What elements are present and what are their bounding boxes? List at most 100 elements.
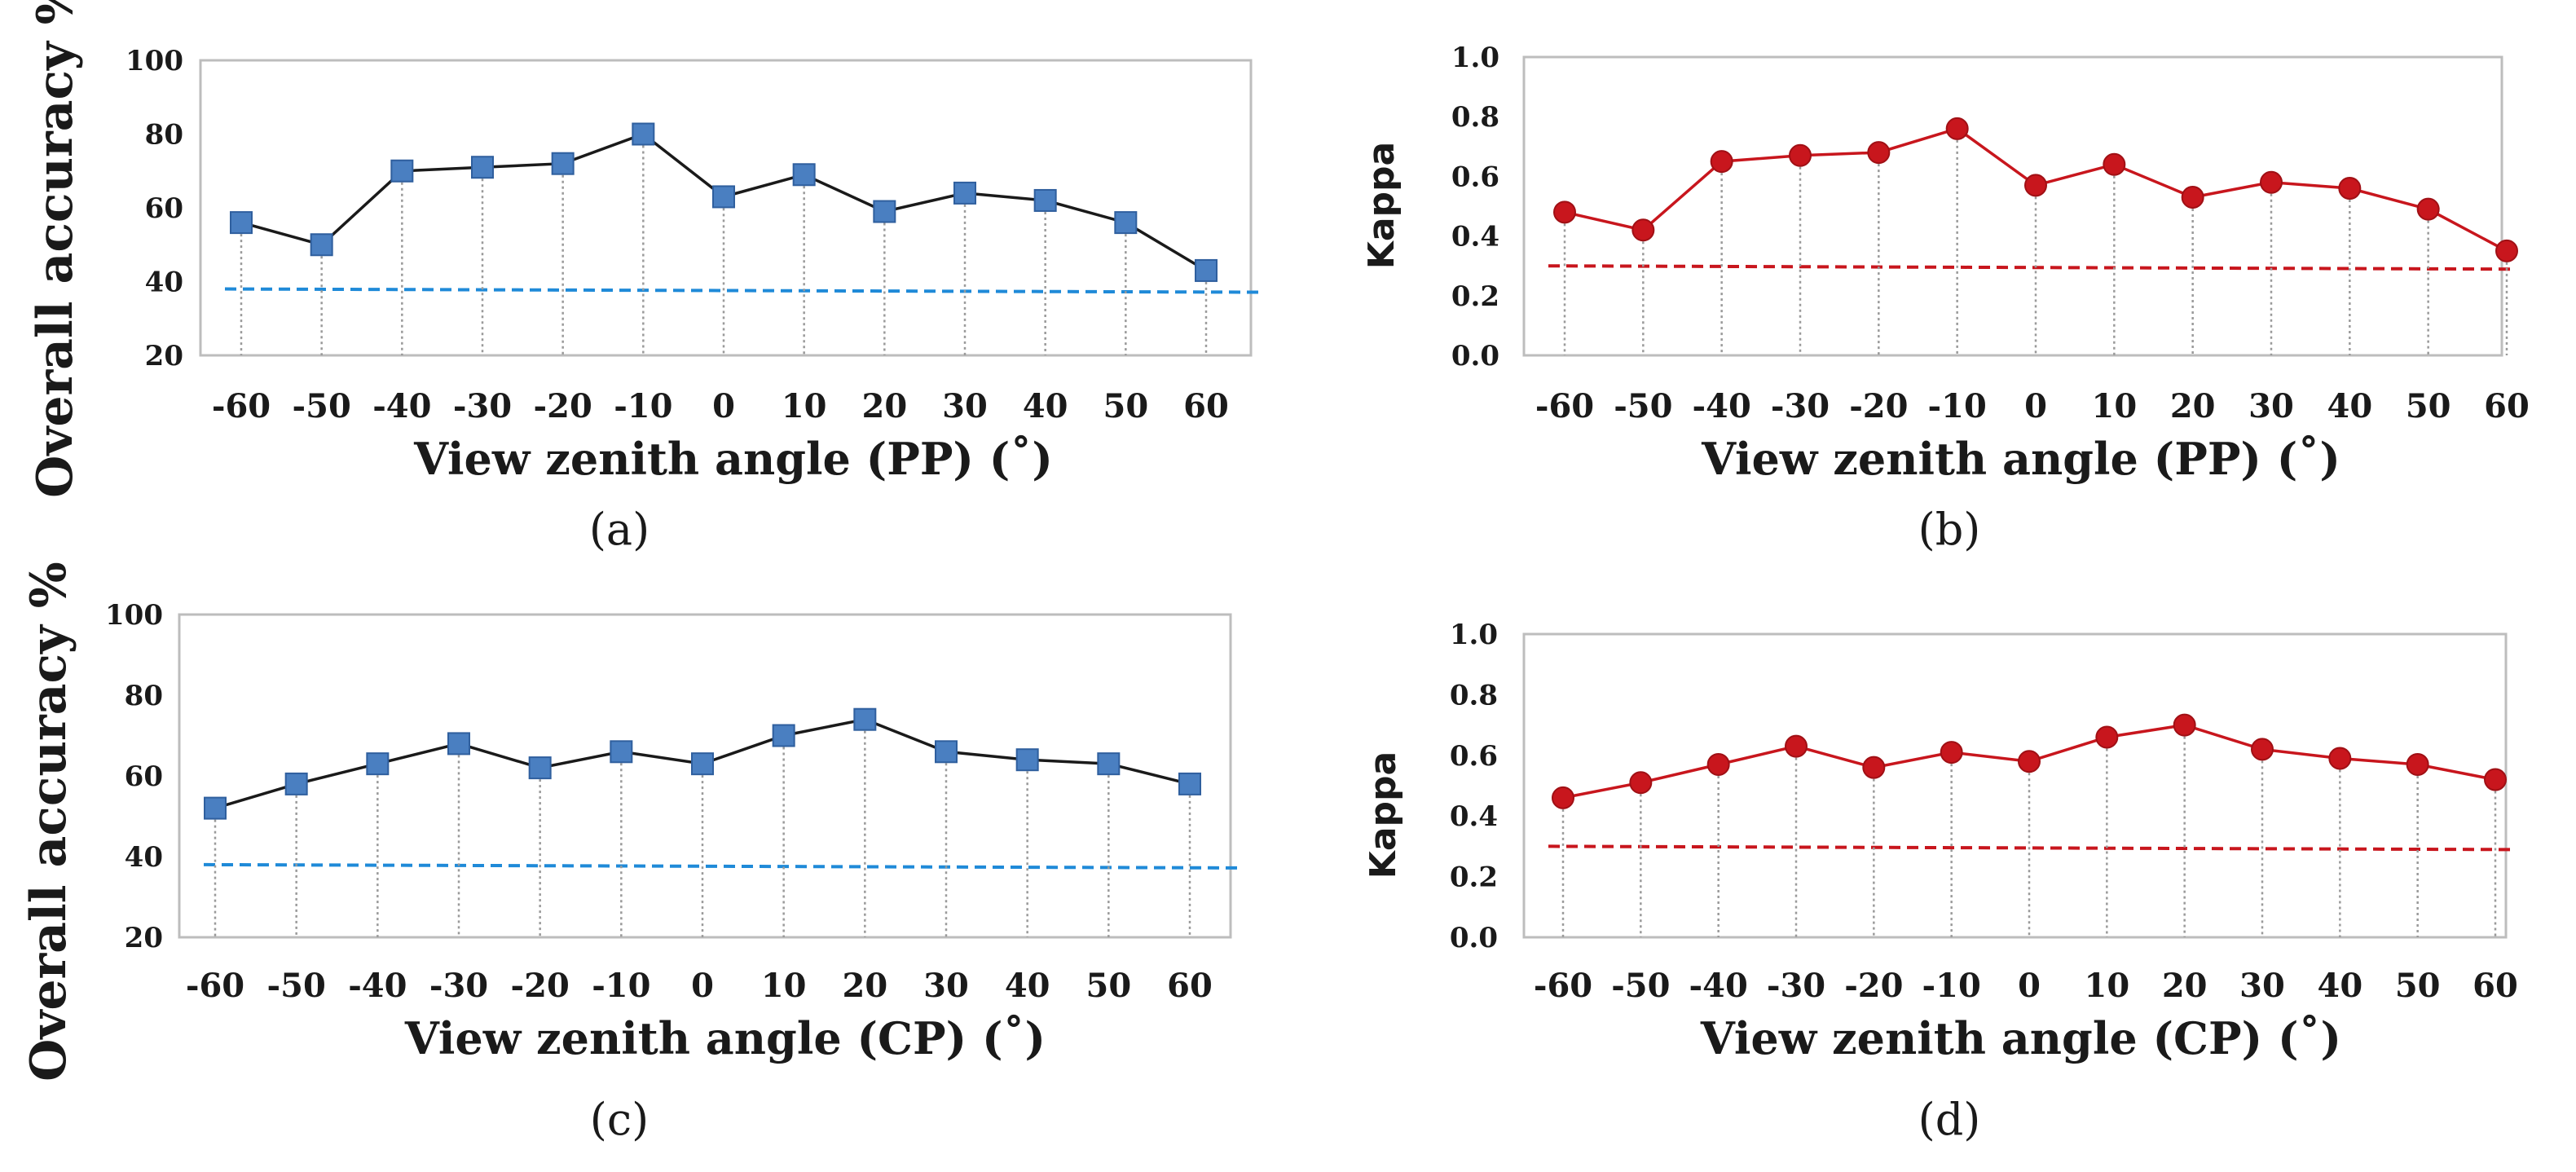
- data-point: [1785, 734, 1808, 758]
- x-tick-label: 50: [2406, 387, 2451, 425]
- data-point: [1114, 211, 1138, 235]
- reference-line: [224, 287, 1262, 294]
- data-point: [873, 200, 896, 223]
- y-tick-label: 20: [125, 922, 163, 954]
- y-tick-label: 100: [125, 45, 183, 77]
- data-point: [1789, 143, 1812, 167]
- data-point: [2251, 738, 2274, 761]
- data-point: [2338, 177, 2362, 200]
- x-tick-label: -10: [1928, 387, 1987, 425]
- x-tick-label: 30: [942, 387, 988, 425]
- x-tick-label: 0: [2024, 387, 2047, 425]
- data-point: [632, 122, 655, 146]
- x-tick-label: 20: [2162, 967, 2208, 1005]
- data-point: [471, 156, 494, 179]
- y-tick-label: 60: [125, 760, 163, 793]
- plot-frame: [178, 613, 1232, 939]
- data-point: [792, 163, 816, 187]
- data-point: [1945, 117, 1969, 140]
- panel-caption: (d): [1918, 1094, 1981, 1145]
- x-tick-label: -10: [592, 967, 650, 1005]
- y-tick-label: 0.8: [1451, 101, 1499, 134]
- x-tick-label: 40: [1005, 967, 1050, 1005]
- x-tick-label: 20: [861, 387, 907, 425]
- y-tick-label: 80: [125, 680, 163, 712]
- x-tick-label: -30: [1771, 387, 1830, 425]
- data-point: [284, 772, 308, 795]
- x-tick-label: -60: [1535, 387, 1594, 425]
- x-axis-label: View zenith angle (PP) (˚): [1701, 433, 2340, 485]
- data-point: [528, 756, 552, 780]
- x-tick-label: 60: [1167, 967, 1213, 1005]
- data-point: [2095, 725, 2119, 749]
- y-tick-label: 0.6: [1451, 161, 1499, 193]
- data-point: [2406, 752, 2429, 776]
- x-tick-label: -50: [1614, 387, 1672, 425]
- data-point: [1706, 752, 1730, 776]
- data-point: [1553, 200, 1576, 224]
- data-point: [1033, 188, 1057, 212]
- data-point: [551, 152, 575, 175]
- x-tick-label: 10: [2091, 387, 2137, 425]
- y-tick-label: 0.4: [1450, 800, 1498, 833]
- y-axis-label: Kappa: [1363, 751, 1404, 879]
- data-point: [2018, 750, 2041, 773]
- chart-panel-c: 20 40 60 80 100 -60 -50 -40 -30 -20 -10 0 10 20 30 40 50…: [20, 562, 1241, 1145]
- y-tick-label: 0.0: [1450, 922, 1498, 954]
- data-point: [953, 181, 976, 205]
- x-tick-label: -30: [453, 387, 512, 425]
- x-tick-label: -10: [614, 387, 672, 425]
- y-tick-label: 1.0: [1450, 619, 1498, 651]
- data-point: [310, 233, 333, 257]
- data-point: [1862, 756, 1886, 779]
- data-point: [2495, 239, 2518, 262]
- x-tick-label: 60: [2473, 967, 2518, 1005]
- y-tick-label: 20: [145, 340, 183, 372]
- plot-frame: [199, 59, 1253, 357]
- x-tick-label: 50: [1103, 387, 1148, 425]
- x-tick-label: 40: [2317, 967, 2362, 1005]
- x-tick-label: 30: [923, 967, 969, 1005]
- data-point: [1195, 258, 1218, 282]
- x-tick-label: -50: [1611, 967, 1670, 1005]
- data-point: [1629, 771, 1653, 795]
- reference-line: [203, 862, 1241, 870]
- y-tick-label: 40: [145, 267, 183, 299]
- data-point: [1097, 752, 1121, 776]
- chart-panel-b: 0.0 0.2 0.4 0.6 0.8 1.0 -60 -50 -40 -30 -20 -10 0 10 2…: [1361, 42, 2530, 555]
- plot-frame: [1522, 55, 2503, 357]
- data-point: [1552, 786, 1574, 809]
- data-point: [230, 211, 253, 235]
- y-tick-label: 80: [145, 119, 183, 152]
- data-point: [772, 724, 795, 747]
- x-tick-label: 0: [2018, 967, 2041, 1005]
- x-tick-label: 10: [761, 967, 807, 1005]
- x-tick-label: 40: [1023, 387, 1068, 425]
- data-point: [2484, 768, 2507, 791]
- x-tick-label: -60: [186, 967, 244, 1005]
- x-tick-label: -20: [1849, 387, 1908, 425]
- panel-caption: (c): [590, 1094, 649, 1145]
- panel-caption: (a): [589, 504, 650, 555]
- data-point: [1710, 150, 1733, 174]
- data-point: [610, 740, 633, 764]
- x-tick-label: -40: [348, 967, 407, 1005]
- x-axis-label: View zenith angle (CP) (˚): [1700, 1012, 2341, 1064]
- y-tick-label: 1.0: [1451, 42, 1499, 74]
- data-point: [1178, 772, 1201, 795]
- plot-frame: [1522, 632, 2508, 939]
- data-point: [2416, 197, 2440, 221]
- reference-line: [1548, 844, 2517, 852]
- data-point: [366, 752, 390, 776]
- y-tick-label: 0.2: [1450, 861, 1498, 894]
- x-tick-label: 60: [2484, 387, 2530, 425]
- x-tick-label: 10: [2084, 967, 2129, 1005]
- x-tick-label: -60: [1534, 967, 1592, 1005]
- x-tick-label: -40: [1689, 967, 1748, 1005]
- x-tick-label: -50: [293, 387, 351, 425]
- y-axis-label: Overall accuracy %: [20, 562, 77, 1082]
- panel-caption: (b): [1918, 504, 1981, 555]
- x-axis-label: View zenith angle (CP) (˚): [404, 1012, 1046, 1064]
